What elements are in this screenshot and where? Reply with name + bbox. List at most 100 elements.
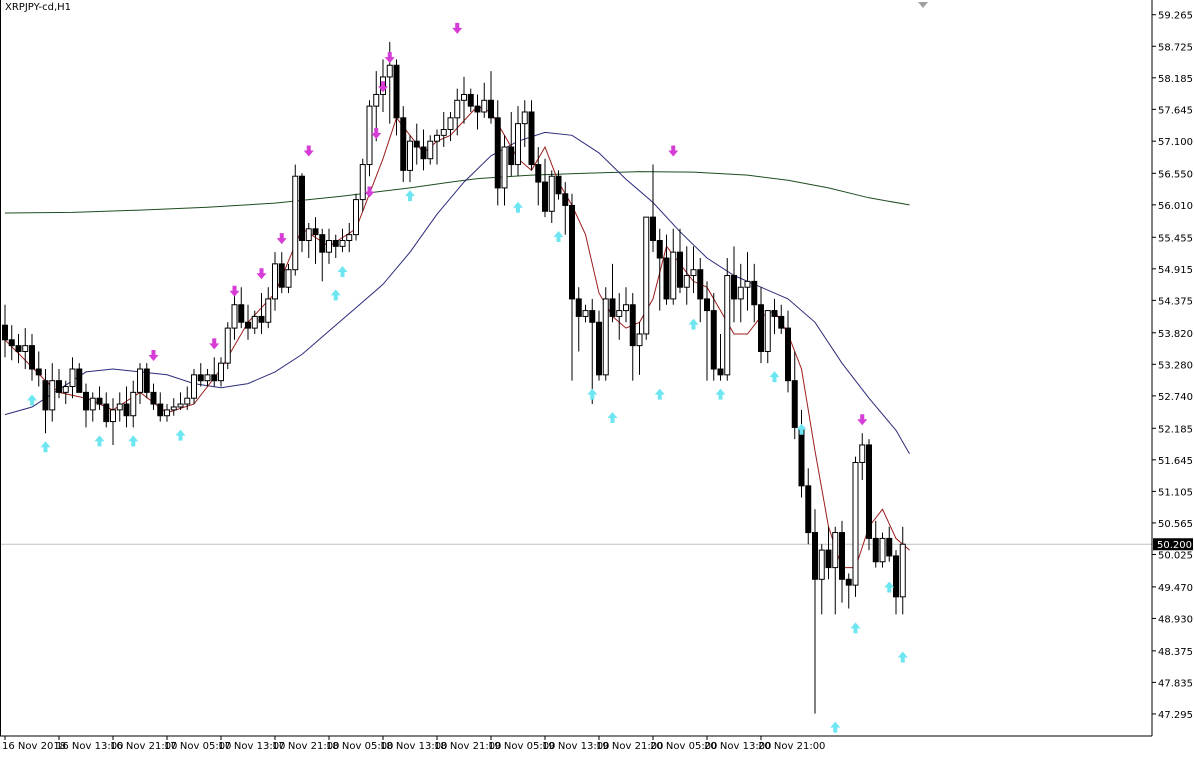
candle [420, 129, 427, 171]
price-tick-label: 56.010 [1158, 201, 1193, 212]
bull-candle-body [326, 239, 332, 253]
time-tick-label: 19 Nov 05:00 [488, 741, 555, 752]
candle [278, 252, 285, 294]
buy-arrow-icon [513, 201, 523, 213]
candle [582, 304, 589, 323]
bear-candle-body [474, 105, 481, 113]
candle [866, 439, 872, 551]
bull-candle-body [690, 269, 697, 277]
bull-candle-body [521, 111, 528, 125]
bear-candle-body [420, 146, 427, 160]
bear-candle-body [893, 555, 899, 598]
candle [440, 111, 447, 148]
bull-candle-body [218, 362, 224, 382]
candle [130, 380, 137, 428]
candle [609, 263, 616, 323]
bull-candle-body [231, 304, 238, 329]
candle [737, 263, 744, 323]
bear-candle-body [467, 93, 474, 107]
bull-candle-body [818, 549, 825, 580]
candle [656, 228, 663, 311]
candle [629, 293, 636, 381]
candle [407, 135, 413, 183]
bull-candle-body [137, 368, 143, 393]
candle [623, 287, 629, 323]
candle [710, 293, 717, 381]
candle [785, 310, 791, 393]
bear-candle-body [677, 251, 683, 288]
candle [717, 333, 724, 381]
bear-candle-body [535, 164, 542, 183]
candle [859, 433, 866, 480]
time-tick-label: 19 Nov 13:00 [542, 741, 609, 752]
candle [103, 392, 110, 428]
candle [56, 369, 62, 399]
bull-candle-body [292, 175, 299, 271]
bear-candle-body [798, 426, 805, 487]
candle [535, 147, 542, 206]
candle [238, 287, 245, 329]
candle [346, 222, 353, 253]
bear-candle-body [758, 304, 764, 352]
buy-arrow-icon [553, 230, 564, 242]
bull-candle-body [170, 406, 177, 411]
bull-candle-body [859, 444, 866, 463]
candle [312, 217, 319, 264]
candle [123, 386, 130, 428]
buy-arrow-icon [884, 581, 895, 593]
candle [758, 287, 764, 364]
candle [116, 392, 123, 422]
bear-candle-body [96, 397, 103, 405]
candle [596, 310, 602, 381]
sell-arrow-icon [371, 128, 382, 140]
bear-candle-body [778, 315, 785, 329]
price-tick-label: 48.375 [1158, 647, 1193, 658]
bear-candle-body [211, 374, 218, 382]
bull-candle-body [852, 461, 859, 586]
candle [899, 526, 906, 615]
candle [332, 234, 339, 259]
buy-arrow-icon [769, 371, 780, 383]
candle [764, 310, 771, 364]
bull-candle-body [440, 129, 447, 136]
candle [157, 392, 164, 422]
time-tick-label: 20 Nov 05:00 [650, 741, 717, 752]
bull-candle-body [899, 543, 906, 598]
bull-candle-body [305, 228, 312, 241]
candle [893, 550, 899, 615]
candle [751, 263, 758, 323]
candle [697, 258, 704, 323]
buy-arrow-icon [40, 441, 51, 453]
candle [393, 59, 400, 136]
shift-marker-icon[interactable] [918, 2, 928, 8]
candle [29, 333, 35, 381]
time-tick-label: 18 Nov 21:00 [434, 741, 501, 752]
candle [231, 293, 238, 340]
bear-candle-body [393, 64, 400, 119]
candle [177, 392, 184, 410]
candle [427, 135, 434, 165]
candle [292, 164, 299, 276]
bull-candle-body [434, 134, 440, 142]
bull-candle-body [481, 99, 488, 113]
candle [521, 100, 528, 148]
bull-candle-body [116, 403, 123, 411]
bull-candle-body [191, 374, 197, 399]
candle [474, 94, 481, 130]
bull-candle-body [501, 146, 508, 189]
sell-arrow-icon [668, 145, 679, 157]
bull-candle-body [737, 286, 744, 300]
bull-candle-body [447, 117, 454, 131]
candle [49, 363, 56, 422]
candle [62, 380, 69, 405]
candle [143, 363, 150, 399]
bull-candle-body [515, 123, 521, 166]
bear-candle-body [157, 403, 164, 417]
buy-arrow-icon [94, 435, 105, 447]
bull-candle-body [407, 140, 413, 171]
candle-layer [2, 41, 906, 714]
buy-arrow-icon [330, 289, 341, 301]
candle [616, 293, 623, 340]
